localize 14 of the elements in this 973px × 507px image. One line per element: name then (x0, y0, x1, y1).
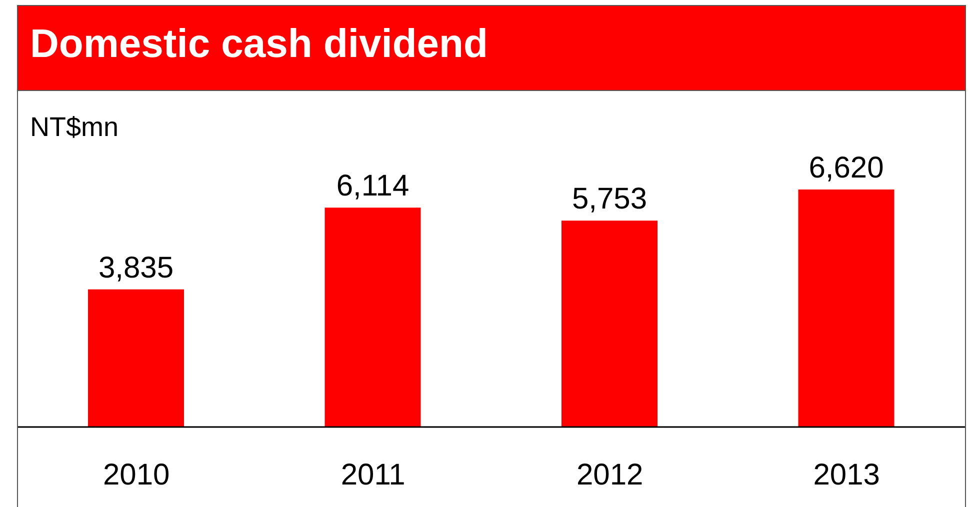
x-tick-label: 2012 (576, 458, 644, 492)
y-axis-title: NT$mn (30, 112, 119, 143)
chart-title: Domestic cash dividend (30, 22, 488, 67)
bar (562, 220, 658, 427)
x-tick-label: 2010 (103, 458, 170, 492)
x-tick-label: 2013 (813, 458, 880, 492)
x-tick-label: 2011 (340, 458, 406, 492)
data-label: 6,620 (808, 152, 884, 185)
bar (324, 208, 421, 427)
bar (88, 289, 184, 427)
data-label: 5,753 (572, 182, 648, 216)
bar (798, 190, 894, 427)
data-label: 3,835 (98, 251, 174, 284)
data-label: 6,114 (336, 170, 410, 203)
